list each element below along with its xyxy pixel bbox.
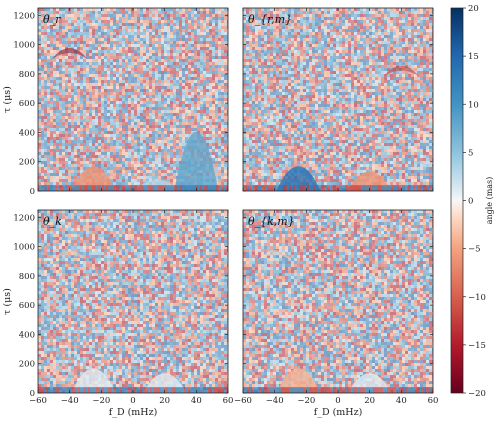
y-tick-label: 400: [19, 330, 35, 340]
y-tick-label: 0: [30, 187, 35, 197]
y-tick-label: 600: [19, 99, 35, 109]
feature-2: [276, 166, 321, 191]
x-tick-label: −40: [266, 396, 284, 406]
x-axis-label: f_D (mHz): [109, 407, 158, 418]
y-tick-label: 200: [19, 360, 35, 370]
feature-1: [256, 47, 293, 59]
panel-2: θ_{r,m}: [242, 7, 434, 192]
x-tick-label: 60: [223, 396, 234, 406]
feature-1: [256, 249, 293, 261]
colorbar-tick-label: −15: [468, 341, 486, 351]
x-tick-label: −60: [234, 396, 252, 406]
y-tick-label: 600: [19, 301, 35, 311]
x-tick-label: −20: [92, 396, 110, 406]
colorbar-tick-label: 0: [468, 197, 473, 207]
heatmap-image: [243, 210, 433, 393]
x-tick-label: −20: [297, 396, 315, 406]
colorbar-tick-label: −10: [468, 293, 486, 303]
x-tick-label: −40: [61, 396, 79, 406]
colorbar-tick-label: 5: [468, 148, 473, 158]
x-axis-label: f_D (mHz): [314, 407, 363, 418]
feature-4: [383, 65, 420, 77]
y-tick-label: 200: [19, 158, 35, 168]
heatmap-image: [38, 210, 228, 393]
feature-2: [71, 368, 116, 393]
y-tick-label: 800: [19, 272, 35, 282]
y-tick-label: 1000: [13, 243, 35, 253]
x-tick-label: 40: [191, 396, 202, 406]
colorbar-tick-label: −5: [468, 245, 481, 255]
y-axis-label: τ (μs): [2, 86, 13, 113]
colorbar-tick-label: 15: [468, 52, 479, 62]
x-tick-label: −60: [29, 396, 47, 406]
x-tick-label: 0: [130, 396, 135, 406]
feature-1: [51, 47, 88, 59]
heatmap-image: [243, 8, 433, 191]
colorbar-tick-label: 10: [468, 100, 479, 110]
heatmap-image: [38, 8, 228, 191]
y-tick-label: 400: [19, 128, 35, 138]
feature-1: [51, 249, 88, 261]
colorbar: −20 −15 −10 −5 0 5 10 15 20 angle (mas): [450, 4, 494, 399]
colorbar-tick-label: −20: [468, 389, 486, 399]
x-tick-label: 20: [159, 396, 170, 406]
feature-4: [174, 131, 219, 191]
x-tick-label: 0: [335, 396, 340, 406]
y-tick-label: 1200: [13, 11, 35, 21]
panel-label: θ_{r,m}: [248, 13, 292, 26]
panel-1: 0 200 400 600 800 1000 1200 τ (μs) θ_r: [2, 7, 229, 197]
colorbar-tick-label: 20: [468, 4, 479, 14]
panel-4: −60 −40 −20 0 20 40 60 f_D (mHz) θ_{k,m}: [234, 209, 439, 418]
feature-2: [276, 368, 321, 393]
panel-label: θ_k: [43, 215, 62, 228]
feature-2: [71, 166, 116, 191]
x-tick-label: 60: [428, 396, 439, 406]
y-axis-label: τ (μs): [2, 288, 13, 315]
x-tick-label: 40: [396, 396, 407, 406]
y-tick-label: 0: [30, 389, 35, 399]
panel-label: θ_{k,m}: [248, 215, 295, 228]
y-tick-label: 1200: [13, 213, 35, 223]
colorbar-gradient: [450, 7, 464, 394]
y-tick-label: 800: [19, 70, 35, 80]
panel-label: θ_r: [43, 13, 61, 26]
y-tick-label: 1000: [13, 41, 35, 51]
x-tick-label: 20: [364, 396, 375, 406]
colorbar-label: angle (mas): [485, 177, 494, 225]
